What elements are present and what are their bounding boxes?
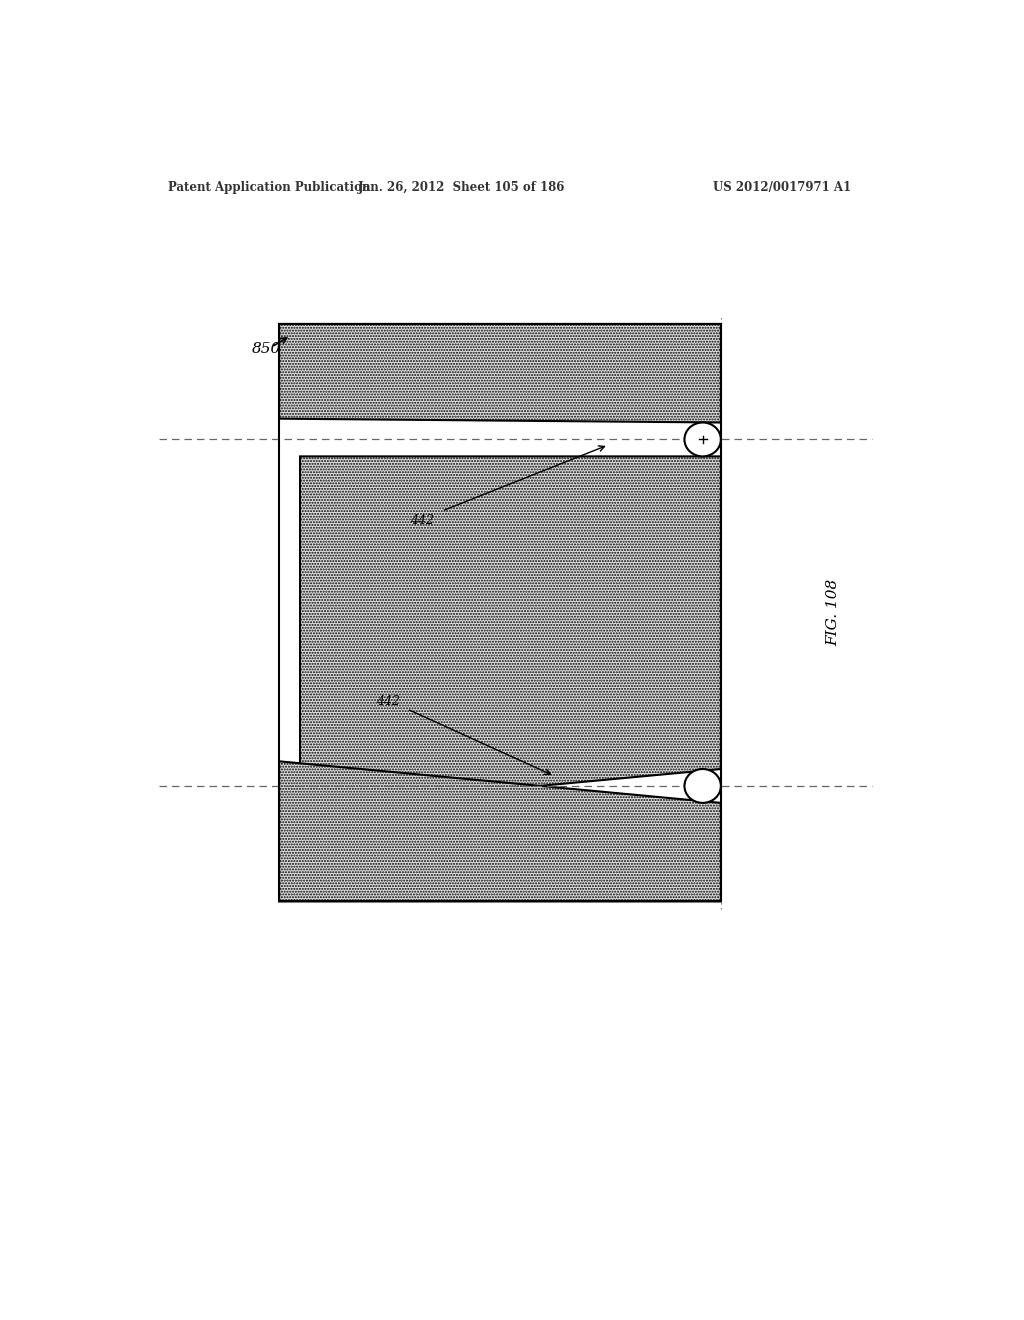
Text: 442: 442 bbox=[411, 513, 434, 527]
Polygon shape bbox=[280, 323, 721, 422]
Ellipse shape bbox=[684, 422, 721, 457]
Polygon shape bbox=[280, 762, 721, 902]
Text: 442: 442 bbox=[376, 694, 399, 708]
Text: US 2012/0017971 A1: US 2012/0017971 A1 bbox=[713, 181, 851, 194]
Text: FIG. 108: FIG. 108 bbox=[826, 579, 841, 647]
Ellipse shape bbox=[684, 770, 721, 803]
Polygon shape bbox=[300, 457, 721, 808]
Text: Patent Application Publication: Patent Application Publication bbox=[168, 181, 371, 194]
Text: Jan. 26, 2012  Sheet 105 of 186: Jan. 26, 2012 Sheet 105 of 186 bbox=[357, 181, 565, 194]
Bar bbox=[280, 323, 721, 902]
Text: 850: 850 bbox=[252, 342, 282, 356]
